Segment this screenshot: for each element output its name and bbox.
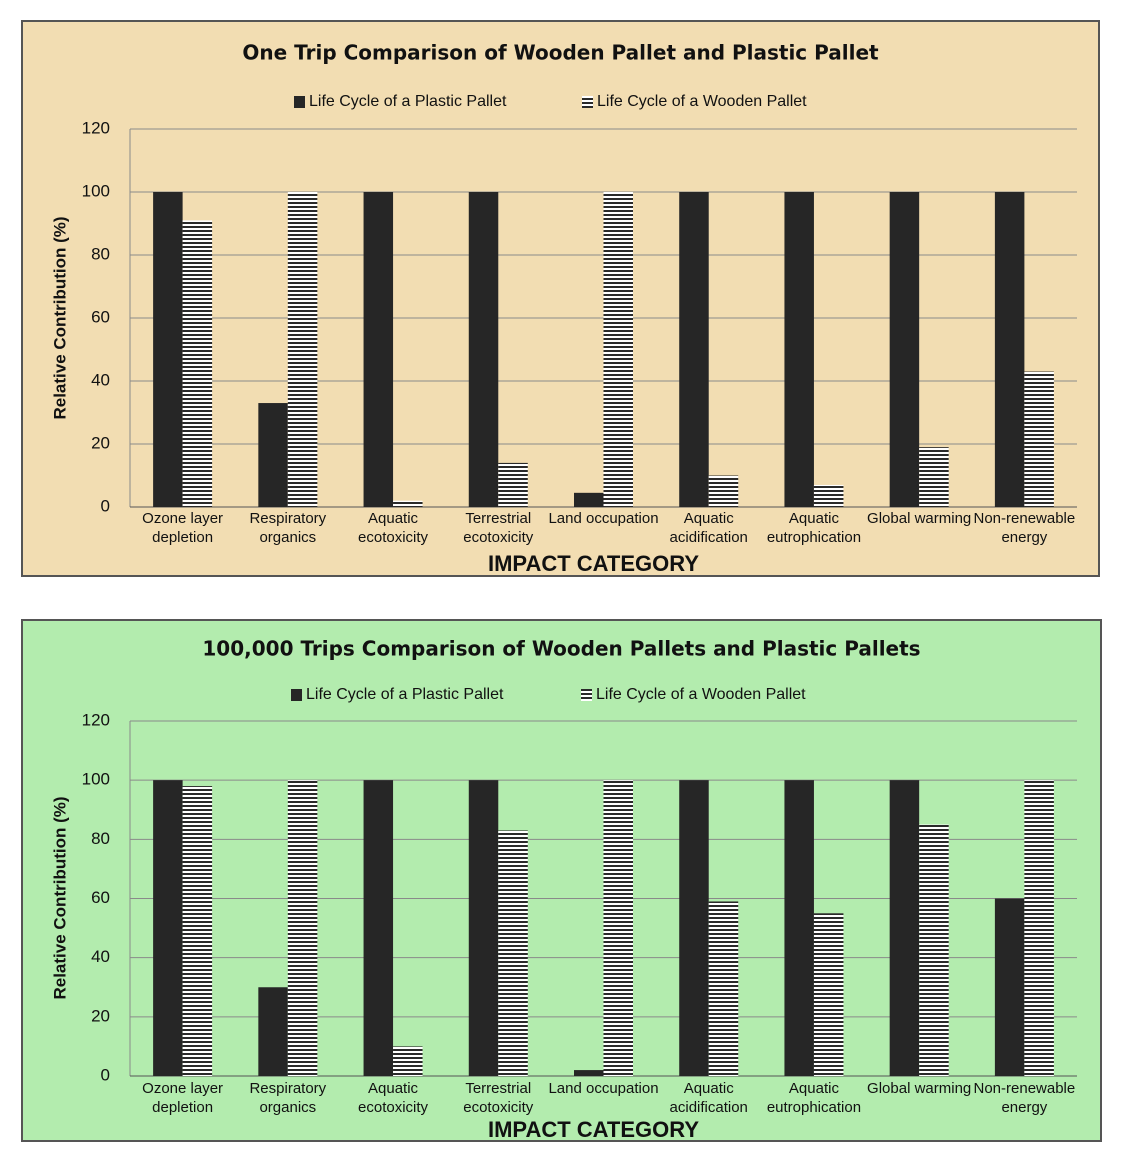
x-tick-label: Terrestrial ecotoxicity [463,510,534,546]
y-tick-label: 20 [91,1006,110,1025]
y-tick-label: 100 [82,181,110,200]
bar [603,780,633,1076]
bar [994,898,1025,1076]
y-axis-label: Relative Contribution (%) [50,796,69,999]
legend-label: Life Cycle of a Wooden Pallet [597,93,807,110]
x-tick-label: Aquatic eutrophication [766,510,862,546]
y-tick-label: 80 [91,829,110,848]
y-axis-label: Relative Contribution (%) [50,216,69,419]
y-tick-label: 120 [82,710,110,729]
chart-panel: 100,000 Trips Comparison of Wooden Palle… [21,619,1102,1142]
bar [679,780,709,1076]
bar [603,192,633,507]
bar [468,192,499,507]
bar [708,475,739,507]
x-tick-label: Ozone layer depletion [142,510,224,546]
y-tick-label: 60 [91,307,110,326]
y-tick-label: 40 [91,370,110,389]
x-axis-label: IMPACT CATEGORY [488,1117,699,1140]
x-tick-label: Aquatic ecotoxicity [358,510,429,546]
bar [813,484,844,507]
x-tick-label: Ozone layer depletion [142,1080,224,1116]
x-tick-label: Aquatic ecotoxicity [358,1080,429,1116]
bar [498,462,528,507]
bar [1024,780,1054,1076]
y-tick-label: 120 [82,118,110,137]
x-tick-label: Respiratory organics [249,1080,327,1116]
x-tick-label: Terrestrial ecotoxicity [463,1080,534,1116]
x-tick-label: Global warming [867,1080,972,1097]
y-tick-label: 80 [91,244,110,263]
x-tick-label: Global warming [867,510,972,527]
bar [182,786,213,1076]
chart-panel: One Trip Comparison of Wooden Pallet and… [21,20,1100,577]
x-tick-label: Aquatic acidification [669,1080,748,1116]
y-tick-label: 40 [91,947,110,966]
x-tick-label: Aquatic acidification [669,510,748,546]
legend-marker [294,96,305,108]
bar [889,192,920,507]
legend-marker [581,689,592,701]
legend-label: Life Cycle of a Plastic Pallet [309,93,507,110]
bar [574,492,604,507]
y-tick-label: 0 [101,496,110,515]
chart-title: 100,000 Trips Comparison of Wooden Palle… [202,637,920,661]
bar [287,192,318,507]
bar [258,987,288,1076]
y-tick-label: 60 [91,888,110,907]
chart: One Trip Comparison of Wooden Pallet and… [50,41,1077,575]
bar [258,403,288,507]
x-tick-label: Aquatic eutrophication [766,1080,862,1116]
legend-marker [291,689,302,701]
bar [393,1046,423,1076]
bar [708,901,739,1076]
chart-title: One Trip Comparison of Wooden Pallet and… [242,41,879,65]
bar [784,780,814,1076]
bar [393,500,423,507]
legend-marker [582,96,593,108]
bar [153,780,183,1076]
x-tick-label: Land occupation [548,1080,659,1097]
y-tick-label: 100 [82,770,110,789]
bar [679,192,709,507]
bar [919,824,949,1076]
bar [813,913,844,1076]
bar [287,780,318,1076]
x-tick-label: Non-renewable energy [973,510,1076,546]
y-tick-label: 0 [101,1065,110,1084]
bar [784,192,814,507]
bar [1024,371,1054,507]
bar [468,780,499,1076]
bar [153,192,183,507]
chart: 100,000 Trips Comparison of Wooden Palle… [50,637,1077,1140]
x-tick-label: Land occupation [548,510,659,527]
bar [889,780,920,1076]
x-axis-label: IMPACT CATEGORY [488,551,699,575]
y-tick-label: 20 [91,433,110,452]
bar [363,192,394,507]
bar [498,830,528,1076]
legend-label: Life Cycle of a Wooden Pallet [596,686,806,703]
legend-label: Life Cycle of a Plastic Pallet [306,686,504,703]
bar [182,220,213,507]
bar [574,1070,604,1076]
bar [363,780,394,1076]
x-tick-label: Non-renewable energy [973,1080,1076,1116]
bar [994,192,1025,507]
bar [919,447,949,507]
x-tick-label: Respiratory organics [249,510,327,546]
